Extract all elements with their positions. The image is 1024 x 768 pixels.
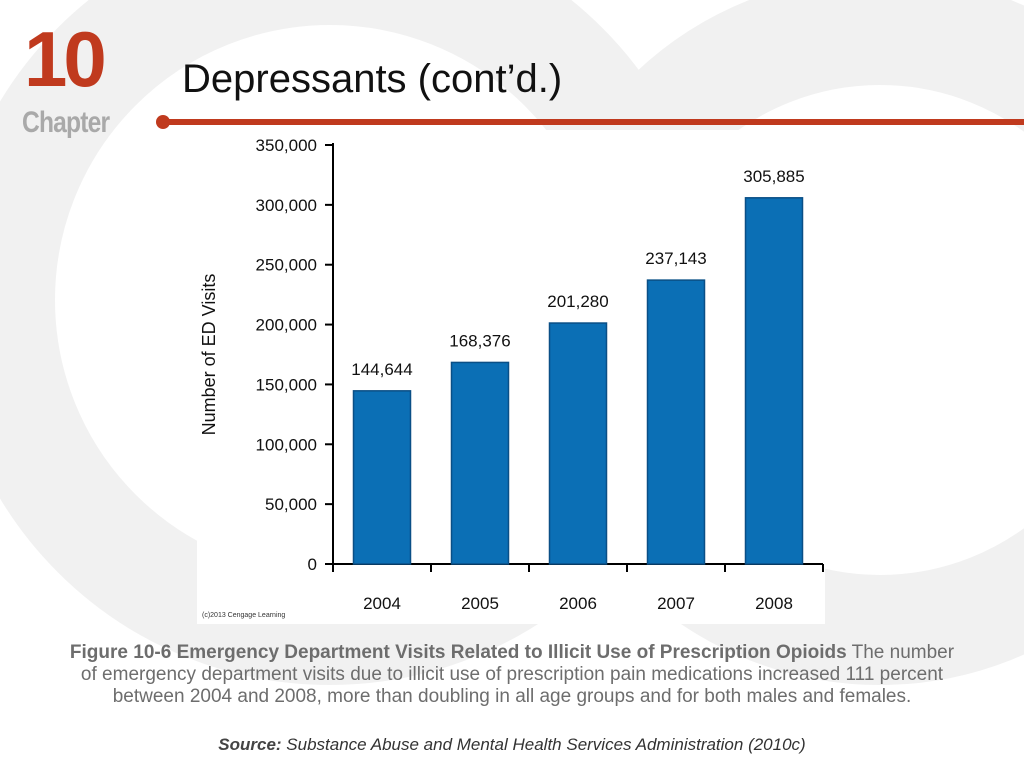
bar-2005 (450, 361, 510, 565)
y-tick-label: 150,000 (256, 375, 317, 394)
bar-chart: 0 50,000 100,000 150,000 200,000 250,000 300,0… (199, 136, 824, 613)
bar-2008 (744, 197, 804, 565)
bar-2004 (352, 390, 412, 565)
data-label: 168,376 (449, 331, 510, 350)
chapter-badge: 10 Chapter (20, 14, 140, 144)
source-line: Source: Substance Abuse and Mental Healt… (62, 734, 962, 756)
chapter-label: Chapter (22, 106, 110, 139)
bar-2007 (646, 279, 706, 565)
caption-text: The number of emergency department visit… (80, 642, 955, 707)
data-label: 144,644 (351, 360, 412, 379)
slide-title: Depressants (cont’d.) (182, 57, 563, 101)
y-tick-label: 0 (308, 555, 317, 574)
caption-title: Figure 10-6 Emergency Department Visits … (69, 642, 847, 663)
data-label: 237,143 (645, 249, 706, 268)
y-tick-label: 250,000 (256, 256, 317, 275)
x-tick-label: 2005 (461, 594, 499, 613)
y-axis-label: Number of ED Visits (199, 274, 219, 436)
data-label: 201,280 (547, 292, 608, 311)
x-tick-label: 2006 (559, 594, 597, 613)
data-label: 305,885 (743, 167, 804, 186)
title-underline (156, 115, 1024, 129)
figure-caption: Figure 10-6 Emergency Department Visits … (62, 642, 962, 708)
source-label: Source: (218, 735, 282, 754)
y-tick-label: 100,000 (256, 435, 317, 454)
chart-panel: 0 50,000 100,000 150,000 200,000 250,000 300,0… (197, 130, 825, 624)
x-tick-label: 2008 (755, 594, 793, 613)
copyright-notice: (c)2013 Cengage Learning (202, 612, 286, 619)
y-tick-label: 200,000 (256, 316, 317, 335)
bar-2006 (548, 322, 608, 565)
x-tick-label: 2004 (363, 594, 401, 613)
y-tick-label: 350,000 (256, 136, 317, 155)
y-tick-label: 50,000 (265, 495, 317, 514)
x-tick-label: 2007 (657, 594, 695, 613)
y-tick-label: 300,000 (256, 196, 317, 215)
source-text: Substance Abuse and Mental Health Servic… (281, 735, 806, 754)
chapter-number: 10 (24, 15, 107, 103)
